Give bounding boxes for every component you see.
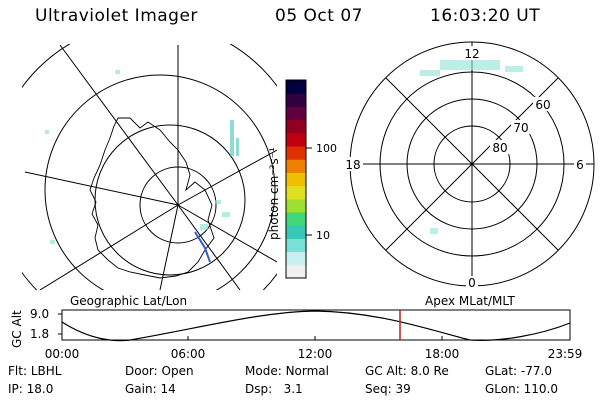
image-time: 16:03:20 UT [430,6,541,26]
colorbar-segment [286,172,306,187]
xtick-label: 06:00 [171,347,206,361]
glat-info: GLat: -77.0 [485,364,552,378]
colorbar-segment [286,93,306,107]
lat-label-70: 70 [513,121,528,135]
gcalt-value: 8.0 Re [410,364,449,378]
aurora-speckles-geo [45,70,239,244]
yaxis-label: GC Alt [10,310,24,348]
colorbar-label: photon cm⁻²s⁻¹ [267,147,281,240]
geo-lat-circle-3 [44,74,276,290]
mlt-label-top: 12 [464,47,479,61]
ip-info: IP: 18.0 [8,382,54,396]
ytick-bottom: 1.8 [30,327,49,341]
seq-info: Seq: 39 [365,382,411,396]
colorbar-segment [286,238,306,253]
colorbar-segment [286,198,306,213]
mode-info: Mode: Normal [245,364,329,378]
colorbar-tick-label: 100 [316,142,337,155]
xtick-label: 18:00 [425,347,460,361]
geo-meridian [59,44,179,206]
geo-meridian [159,204,179,290]
geo-meridian [39,204,179,290]
door-value: Open [161,364,194,378]
colorbar-segment [286,251,306,266]
glon-info: GLon: 110.0 [485,382,558,396]
filter-info: Flt: LBHL [8,364,62,378]
geo-meridian [177,204,277,263]
colorbar-segment [286,185,306,200]
colorbar-segment [286,225,306,239]
lat-label-80: 80 [492,141,507,155]
filter-value: LBHL [30,364,62,378]
colorbar-segment [286,106,306,121]
xtick-label: 12:00 [298,347,333,361]
mlt-label-right: 6 [576,158,584,172]
aurora-speckles-polar [420,60,523,234]
colorbar-segment [286,119,306,134]
timeline-left-label: Geographic Lat/Lon [70,294,188,308]
geo-meridian [177,204,241,290]
timeline-right-label: Apex MLat/MLT [425,294,515,308]
door-info: Door: Open [125,364,194,378]
mlt-label-bottom: 0 [468,276,476,290]
antarctica-coastline [89,117,215,279]
polar-axis-diagonal [385,77,559,251]
colorbar-tick-label: 10 [316,229,330,242]
geo-meridian [177,149,277,206]
altitude-curve [61,310,571,342]
mode-value: Normal [285,364,329,378]
glat-value: -77.0 [520,364,552,378]
xtick-label: 00:00 [45,347,80,361]
colorbar-segment [286,146,306,160]
xtick-label: 23:59 [548,347,583,361]
gain-info: Gain: 14 [125,382,176,396]
colorbar-segment [286,212,306,226]
dsp-value: 3.1 [283,382,303,396]
colorbar-segment [286,132,306,147]
satellite-track [194,231,211,263]
ytick-top: 9.0 [30,307,49,321]
dsp-info: Dsp: 3.1 [245,382,303,396]
app-title: Ultraviolet Imager [35,6,198,26]
geo-meridian [24,171,179,206]
image-date: 05 Oct 07 [275,6,363,26]
colorbar-segment [286,264,306,279]
gain-value: 14 [160,382,176,396]
lat-label-60: 60 [535,98,550,112]
glon-value: 110.0 [523,382,558,396]
seq-value: 39 [395,382,411,396]
ip-value: 18.0 [26,382,54,396]
mlt-label-left: 18 [345,158,360,172]
timeline-frame [61,309,571,341]
colorbar-segment [286,80,306,94]
colorbar-segment [286,159,306,173]
gcalt-info: GC Alt: 8.0 Re [365,364,449,378]
